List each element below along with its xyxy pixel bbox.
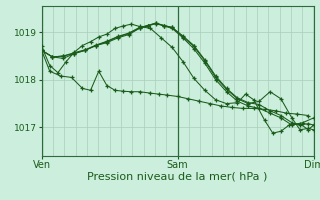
X-axis label: Pression niveau de la mer( hPa ): Pression niveau de la mer( hPa ) (87, 172, 268, 182)
